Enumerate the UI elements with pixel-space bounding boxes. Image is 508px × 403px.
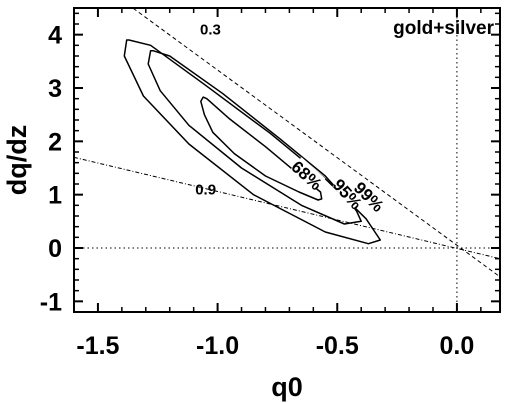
confidence-contours [123,39,382,245]
guide-line-0-9 [74,156,500,260]
reference-lines [74,8,500,312]
contour-label-background [332,175,366,210]
y-tick-label: 2 [48,128,62,156]
axis-ticks [73,8,500,312]
contour-label-background [290,157,326,191]
y-tick-label: 0 [48,235,62,263]
x-tick-label: -0.5 [316,332,359,360]
x-axis-title: q0 [271,372,303,402]
tick-labels: -1.5 -1.0 -0.5 0.0 -1 0 1 2 3 4 [40,22,475,360]
x-tick-label: 0.0 [440,332,475,360]
x-tick-label: -1.5 [76,332,119,360]
y-tick-label: -1 [40,288,62,316]
guide-line-0-3 [131,8,500,278]
contour-label-background [353,178,388,213]
y-tick-label: 4 [48,22,62,50]
panel-label: gold+silver [393,18,494,39]
contour-99 [123,39,382,245]
contour-labels: 0.30.9 68% 95%99% [195,22,387,216]
y-axis-title: dq/dz [2,125,32,195]
x-tick-label: -1.0 [196,332,239,360]
y-tick-label: 1 [48,182,62,210]
plot-frame [73,7,501,313]
guide-line-label: 0.9 [195,182,216,199]
constant-jerk-lines [74,8,500,278]
y-tick-label: 3 [48,75,62,103]
guide-line-label: 0.3 [200,22,221,39]
contour-68 [200,96,323,201]
contour-95 [147,49,362,225]
